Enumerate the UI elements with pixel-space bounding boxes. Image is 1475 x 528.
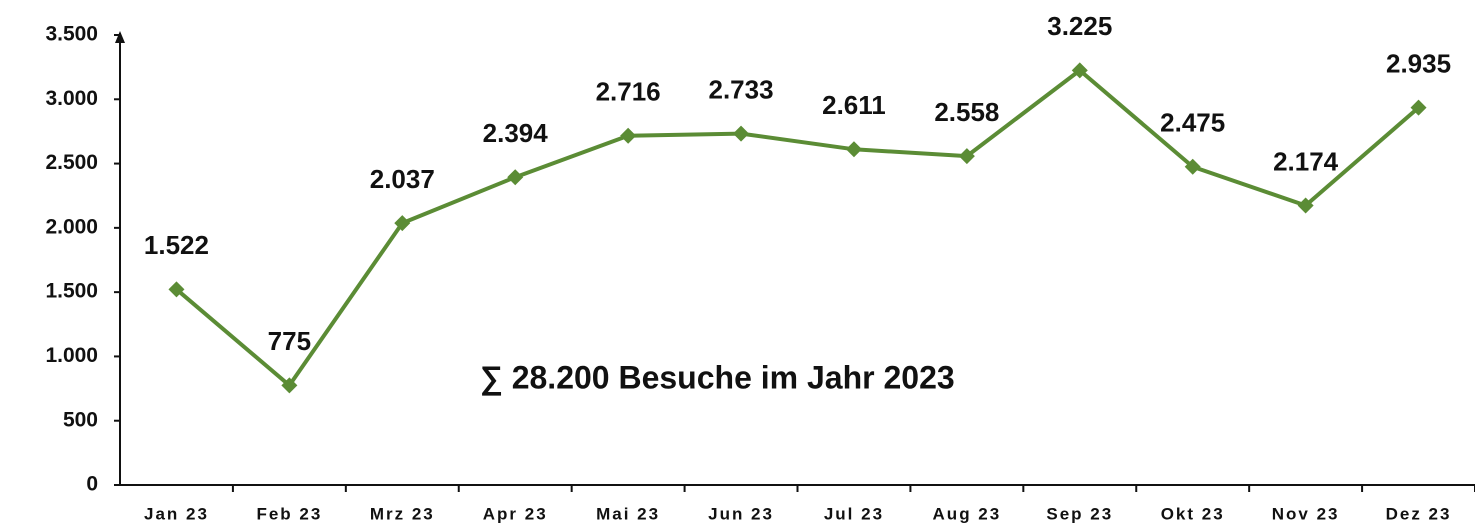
- data-label: 775: [268, 326, 311, 356]
- x-tick-label: Dez 23: [1386, 504, 1452, 523]
- x-tick-label: Feb 23: [256, 504, 322, 523]
- y-tick-label: 2.500: [45, 151, 98, 174]
- data-label: 2.174: [1273, 146, 1339, 176]
- x-tick-label: Mrz 23: [370, 504, 435, 523]
- marker: [1071, 62, 1088, 79]
- x-tick-label: Jun 23: [708, 504, 774, 523]
- x-tick-label: Sep 23: [1046, 504, 1113, 523]
- marker: [281, 377, 298, 394]
- marker: [620, 127, 637, 144]
- marker: [1297, 197, 1314, 214]
- marker: [845, 141, 862, 158]
- y-tick-label: 1.500: [45, 280, 98, 303]
- x-tick-label: Jan 23: [144, 504, 209, 523]
- y-tick-label: 3.500: [45, 23, 98, 46]
- data-label: 2.394: [483, 118, 549, 148]
- data-label: 2.558: [934, 97, 999, 127]
- marker: [1184, 158, 1201, 175]
- marker: [507, 169, 524, 186]
- data-label: 1.522: [144, 230, 209, 260]
- x-tick-label: Nov 23: [1272, 504, 1340, 523]
- x-tick-label: Mai 23: [596, 504, 660, 523]
- marker: [733, 125, 750, 142]
- y-axis-arrow: [115, 31, 125, 43]
- data-label: 2.037: [370, 164, 435, 194]
- data-label: 2.716: [596, 77, 661, 107]
- data-label: 2.475: [1160, 108, 1225, 138]
- marker: [394, 215, 411, 232]
- data-label: 2.611: [822, 90, 886, 120]
- data-label: 2.935: [1386, 49, 1451, 79]
- y-tick-label: 0: [86, 473, 98, 496]
- y-tick-label: 2.000: [45, 215, 98, 238]
- y-tick-label: 1.000: [45, 344, 98, 367]
- x-tick-label: Okt 23: [1161, 504, 1225, 523]
- annotation: ∑ 28.200 Besuche im Jahr 2023: [480, 359, 955, 396]
- marker: [1410, 99, 1427, 116]
- y-tick-label: 3.000: [45, 87, 98, 110]
- marker: [958, 148, 975, 165]
- x-tick-label: Apr 23: [483, 504, 548, 523]
- data-label: 2.733: [709, 74, 774, 104]
- marker: [168, 281, 185, 298]
- data-label: 3.225: [1047, 11, 1112, 41]
- x-tick-label: Jul 23: [824, 504, 884, 523]
- line: [175, 68, 1420, 388]
- x-tick-label: Aug 23: [933, 504, 1002, 523]
- y-tick-label: 500: [63, 408, 98, 431]
